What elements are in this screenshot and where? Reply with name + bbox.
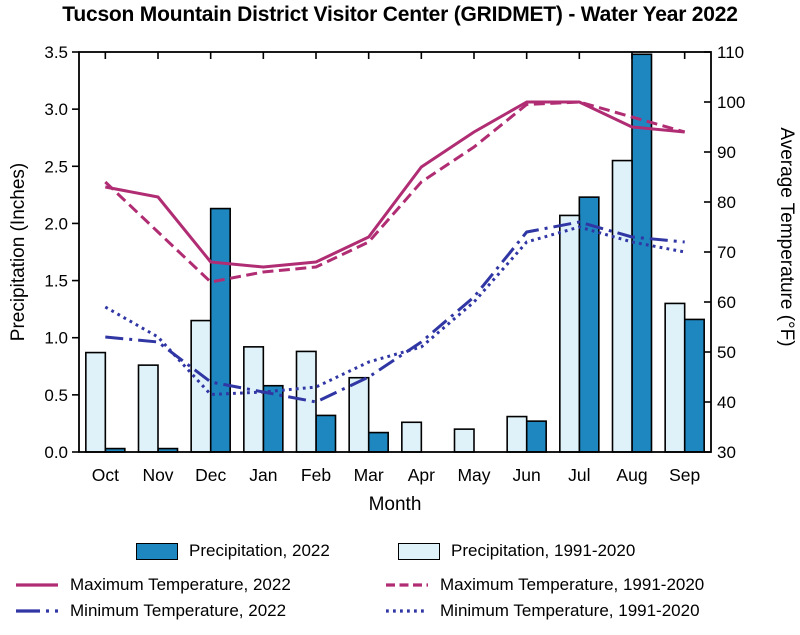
x-axis-title: Month	[368, 494, 422, 515]
left-tick-label: 1.5	[44, 272, 68, 291]
month-tick-label: Nov	[142, 465, 173, 485]
left-tick-label: 1.0	[44, 329, 68, 348]
month-tick-label: Mar	[354, 465, 384, 485]
legend-dashed-line-icon	[386, 583, 428, 587]
left-tick-label: 0.5	[44, 386, 68, 405]
line-max_temp_normals	[104, 100, 686, 284]
legend-item-max-temp-2022: Maximum Temperature, 2022	[15, 575, 291, 595]
month-tick-label: Jan	[249, 465, 277, 485]
right-tick-label: 40	[717, 393, 736, 412]
bar-precip_2022-sep	[683, 318, 705, 453]
month-tick-label: Aug	[616, 465, 647, 485]
right-tick-label: 60	[717, 293, 736, 312]
legend-label-max-temp-2022: Maximum Temperature, 2022	[70, 575, 291, 594]
right-tick-label: 100	[717, 93, 745, 112]
bar-precip_normals-aug	[611, 159, 633, 453]
month-tick-label: Apr	[408, 465, 435, 485]
left-tick-label: 3.5	[44, 43, 68, 62]
legend-item-precip-2022: Precipitation, 2022	[136, 541, 330, 561]
line-max_temp_2022	[105, 100, 685, 269]
bar-precip_normals-jan	[243, 346, 265, 453]
right-tick-label: 110	[717, 43, 744, 62]
legend-label-min-temp-2022: Minimum Temperature, 2022	[70, 601, 287, 620]
bar-precip_2022-feb	[315, 414, 337, 453]
month-tick-label: Jul	[568, 465, 590, 485]
left-tick-label: 2.0	[44, 214, 68, 233]
bar-precip_2022-jul	[578, 196, 600, 453]
bar-precip_normals-jul	[559, 214, 581, 453]
left-tick-label: 2.5	[44, 157, 68, 176]
legend-solid-line-icon	[16, 583, 58, 587]
chart-title: Tucson Mountain District Visitor Center …	[62, 3, 738, 26]
month-tick-label: Feb	[301, 465, 331, 485]
legend-label-min-temp-normals: Minimum Temperature, 1991-2020	[440, 601, 700, 620]
bar-precip_2022-aug	[631, 53, 653, 453]
plot-area: 0.0 0.5 1.0 1.5 2.0 2.5 3.0 3.5 30 40 50 60 70 80 90 10…	[44, 43, 745, 485]
right-tick-label: 50	[717, 343, 736, 362]
right-tick-label: 90	[717, 143, 736, 162]
month-tick-label: Sep	[669, 465, 700, 485]
line-min_temp_normals	[104, 225, 685, 396]
legend-item-max-temp-normals: Maximum Temperature, 1991-2020	[385, 575, 704, 595]
legend-label-precip-2022: Precipitation, 2022	[189, 541, 330, 560]
legend-item-min-temp-normals: Minimum Temperature, 1991-2020	[385, 601, 700, 621]
legend-swatch-precip-normals-icon	[398, 542, 440, 560]
legend-label-precip-normals: Precipitation, 1991-2020	[451, 541, 636, 560]
bar-precip_normals-mar	[348, 376, 370, 453]
legend-dotted-line-icon	[386, 609, 428, 613]
bar-precip_normals-nov	[137, 364, 159, 453]
right-tick-label: 70	[717, 243, 736, 262]
left-tick-label: 3.0	[44, 100, 68, 119]
legend-label-max-temp-normals: Maximum Temperature, 1991-2020	[440, 575, 705, 594]
right-tick-label: 30	[717, 443, 736, 462]
month-tick-label: Oct	[92, 465, 119, 485]
bar-precip_normals-may	[453, 428, 475, 453]
legend-swatch-precip-2022-icon	[136, 542, 178, 560]
legend-item-precip-normals: Precipitation, 1991-2020	[398, 541, 635, 561]
bar-precip_2022-jun	[525, 420, 547, 453]
month-tick-label: May	[457, 465, 490, 485]
bar-precip_normals-jun	[506, 415, 528, 453]
legend-item-min-temp-2022: Minimum Temperature, 2022	[15, 601, 286, 621]
bar-precip_2022-mar	[367, 431, 389, 453]
bar-precip_normals-apr	[401, 421, 423, 453]
bar-precip_normals-dec	[190, 319, 212, 453]
right-tick-label: 80	[717, 193, 736, 212]
bar-precip_normals-sep	[664, 302, 686, 453]
line-min_temp_2022	[105, 220, 685, 404]
month-tick-label: Jun	[513, 465, 541, 485]
bar-precip_normals-oct	[85, 351, 107, 453]
left-tick-label: 0.0	[44, 443, 68, 462]
legend-dashdot-line-icon	[16, 609, 58, 613]
month-tick-label: Dec	[195, 465, 226, 485]
bar-precip_2022-dec	[209, 207, 231, 453]
